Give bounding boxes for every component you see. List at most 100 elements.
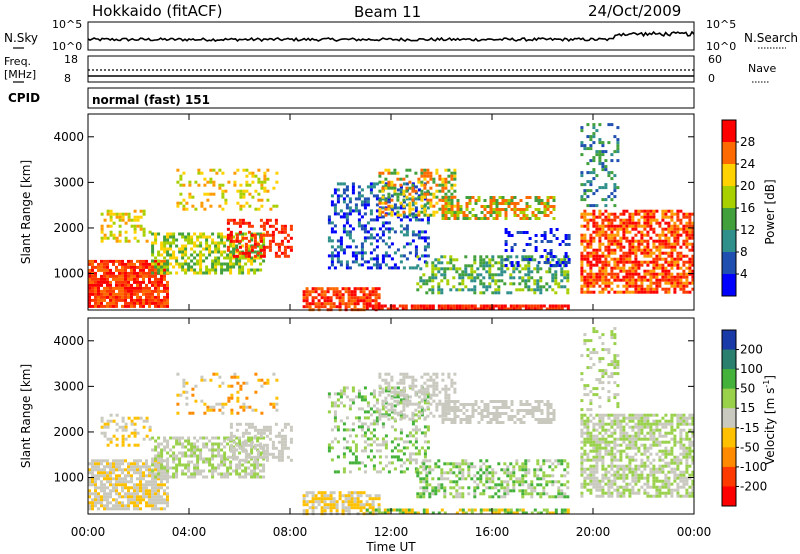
heatmap-cell: [187, 262, 191, 266]
heatmap-cell: [616, 126, 620, 130]
heatmap-cell: [235, 239, 239, 243]
heatmap-cell: [530, 304, 534, 308]
heatmap-cell: [342, 467, 346, 471]
heatmap-cell: [363, 395, 367, 399]
heatmap-cell: [100, 227, 104, 231]
heatmap-cell: [238, 466, 242, 470]
heatmap-cell: [326, 299, 330, 303]
heatmap-cell: [130, 304, 133, 308]
heatmap-cell: [163, 466, 167, 470]
heatmap-cell: [622, 284, 626, 288]
heatmap-cell: [127, 492, 130, 496]
heatmap-cell: [691, 242, 695, 246]
heatmap-cell: [118, 283, 121, 287]
heatmap-cell: [262, 251, 266, 255]
heatmap-cell: [378, 174, 382, 178]
heatmap-cell: [384, 251, 388, 255]
heatmap-cell: [247, 460, 251, 464]
heatmap-cell: [253, 463, 257, 467]
heatmap-cell: [133, 274, 136, 278]
heatmap-cell: [118, 462, 121, 466]
heatmap-cell: [563, 273, 567, 277]
heatmap-cell: [363, 422, 367, 426]
heatmap-cell: [133, 462, 136, 466]
heatmap-cell: [232, 221, 236, 225]
heatmap-cell: [667, 242, 671, 246]
heatmap-cell: [130, 259, 133, 263]
heatmap-cell: [229, 472, 233, 476]
heatmap-cell: [592, 135, 596, 139]
heatmap-cell: [366, 203, 370, 207]
heatmap-cell: [598, 153, 602, 157]
heatmap-cell: [613, 275, 617, 279]
heatmap-cell: [525, 205, 529, 208]
heatmap-cell: [528, 237, 532, 240]
heatmap-cell: [592, 254, 596, 258]
heatmap-cell: [327, 449, 331, 453]
heatmap-cell: [384, 221, 388, 225]
heatmap-cell: [351, 401, 355, 405]
heatmap-cell: [283, 245, 287, 249]
heatmap-cell: [229, 425, 233, 429]
heatmap-cell: [601, 144, 605, 148]
heatmap-cell: [426, 384, 430, 388]
heatmap-cell: [589, 284, 593, 288]
heatmap-cell: [239, 204, 243, 208]
heatmap-cell: [589, 251, 593, 255]
heatmap-cell: [139, 301, 142, 305]
heatmap-cell: [549, 255, 553, 258]
heatmap-cell: [326, 503, 330, 507]
heatmap-cell: [676, 233, 680, 237]
heatmap-cell: [435, 375, 439, 379]
heatmap-cell: [664, 290, 668, 294]
heatmap-cell: [280, 440, 284, 444]
heatmap-cell: [622, 233, 626, 237]
heatmap-cell: [679, 287, 683, 291]
heatmap-cell: [166, 304, 169, 308]
heatmap-cell: [365, 296, 369, 300]
heatmap-cell: [151, 492, 154, 496]
heatmap-cell: [501, 199, 505, 202]
heatmap-cell: [384, 434, 388, 438]
heatmap-cell: [218, 183, 222, 187]
heatmap-cell: [399, 464, 403, 468]
heatmap-cell: [543, 205, 547, 208]
heatmap-cell: [311, 497, 315, 501]
heatmap-cell: [211, 463, 215, 467]
heatmap-cell: [369, 251, 373, 255]
heatmap-cell: [139, 295, 142, 299]
heatmap-cell: [682, 254, 686, 258]
heatmap-cell: [464, 255, 468, 259]
heatmap-cell: [420, 390, 424, 394]
heatmap-cell: [512, 267, 516, 271]
heatmap-cell: [402, 192, 406, 196]
heatmap-cell: [396, 392, 400, 396]
heatmap-cell: [664, 215, 668, 219]
heatmap-cell: [652, 260, 656, 264]
heatmap-cell: [437, 288, 441, 292]
heatmap-cell: [589, 275, 593, 279]
heatmap-cell: [187, 466, 191, 470]
heatmap-cell: [136, 489, 139, 493]
heatmap-cell: [440, 304, 444, 308]
heatmap-cell: [327, 236, 331, 240]
heatmap-cell: [345, 260, 349, 264]
heatmap-cell: [241, 256, 245, 260]
heatmap-cell: [350, 299, 354, 303]
heatmap-cell: [440, 273, 444, 277]
heatmap-cell: [151, 480, 154, 484]
heatmap-cell: [106, 474, 109, 478]
heatmap-cell: [347, 290, 351, 294]
heatmap-cell: [365, 304, 369, 308]
heatmap-cell: [136, 292, 139, 296]
heatmap-cell: [372, 182, 376, 186]
heatmap-cell: [390, 425, 394, 429]
heatmap-cell: [118, 295, 121, 299]
heatmap-cell: [184, 262, 188, 266]
heatmap-cell: [154, 262, 158, 266]
heatmap-cell: [209, 177, 213, 181]
heatmap-cell: [595, 174, 599, 178]
heatmap-cell: [369, 242, 373, 246]
heatmap-cell: [253, 436, 257, 440]
